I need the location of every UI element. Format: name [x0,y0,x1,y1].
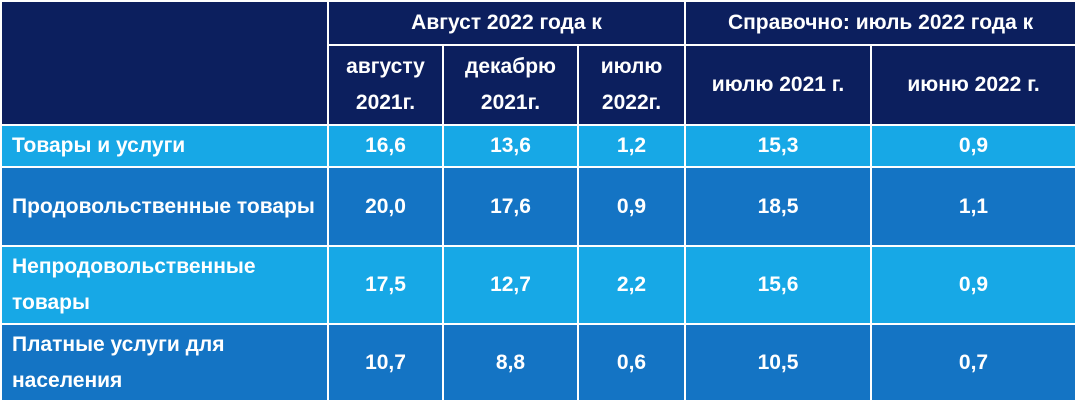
group-header: Справочно: июль 2022 года к [684,0,1078,46]
value-cell: 10,7 [327,323,444,402]
table-row: Непродовольственные товары 17,5 12,7 2,2 15,… [0,245,1078,325]
row-label: Продовольственные товары [0,166,329,247]
group-header: Август 2022 года к [326,0,687,46]
row-label: Товары и услуги [0,124,329,168]
value-cell: 0,9 [576,166,687,247]
value-cell: 15,6 [684,245,873,325]
column-header: июлю 2022г. [576,44,687,126]
value-cell: 17,6 [442,166,579,247]
value-cell: 17,5 [327,245,444,325]
value-cell: 18,5 [684,166,873,247]
value-cell: 0,9 [870,245,1078,325]
value-cell: 12,7 [442,245,579,325]
corner-cell [0,0,329,126]
value-cell: 8,8 [442,323,579,402]
row-label: Непродовольственные товары [0,245,329,325]
value-cell: 16,6 [327,124,444,168]
value-cell: 0,9 [870,124,1078,168]
value-cell: 20,0 [327,166,444,247]
column-header: июлю 2021 г. [684,44,873,126]
value-cell: 10,5 [684,323,873,402]
column-header: июню 2022 г. [870,44,1078,126]
column-header: декабрю 2021г. [442,44,579,126]
value-cell: 15,3 [684,124,873,168]
row-label: Платные услуги для населения [0,323,329,402]
table-row: Платные услуги для населения 10,7 8,8 0,6 10… [0,323,1078,402]
value-cell: 0,7 [870,323,1078,402]
value-cell: 0,6 [576,323,687,402]
value-cell: 1,1 [870,166,1078,247]
table-row: Продовольственные товары 20,0 17,6 0,9 18,5 1… [0,166,1078,247]
table-row: Товары и услуги 16,6 13,6 1,2 15,3 0,9 [0,124,1078,168]
column-header: августу 2021г. [327,44,444,126]
value-cell: 2,2 [576,245,687,325]
value-cell: 13,6 [442,124,579,168]
value-cell: 1,2 [576,124,687,168]
